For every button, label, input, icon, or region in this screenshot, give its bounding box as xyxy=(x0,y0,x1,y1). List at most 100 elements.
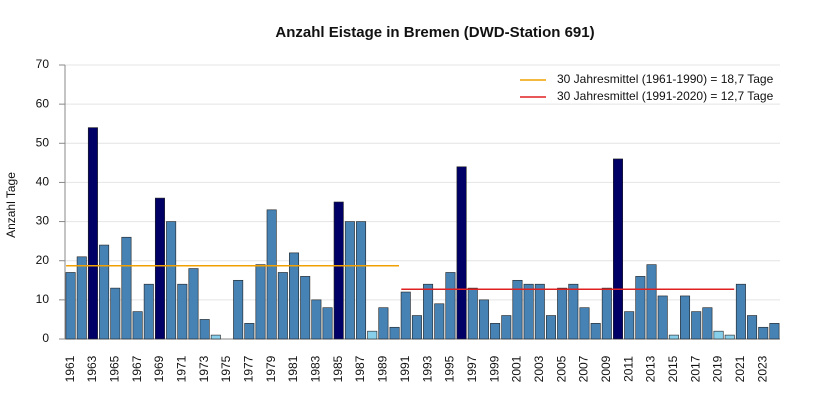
bar xyxy=(735,283,746,340)
bar xyxy=(579,307,590,340)
bar xyxy=(545,315,556,340)
bar xyxy=(713,330,724,340)
y-tick-label: 70 xyxy=(36,57,50,71)
bar xyxy=(188,268,199,340)
x-tick-label: 1963 xyxy=(85,355,99,382)
bar xyxy=(702,307,713,340)
bar xyxy=(668,334,679,340)
bar xyxy=(65,272,76,340)
legend-label: 30 Jahresmittel (1991-2020) = 12,7 Tage xyxy=(557,89,774,103)
bar xyxy=(266,209,277,340)
bar xyxy=(367,330,378,340)
chart-title: Anzahl Eistage in Bremen (DWD-Station 69… xyxy=(275,24,594,41)
bar xyxy=(333,201,344,340)
bar xyxy=(166,221,177,340)
bar xyxy=(177,283,188,340)
y-tick-label: 40 xyxy=(36,175,50,189)
bar xyxy=(300,276,311,340)
x-tick-label: 2015 xyxy=(666,355,680,382)
bar xyxy=(657,295,668,340)
x-tick-label: 1979 xyxy=(264,355,278,382)
bar xyxy=(423,283,434,340)
y-tick-label: 30 xyxy=(36,214,50,228)
bar xyxy=(534,283,545,340)
bar xyxy=(590,323,601,340)
x-tick-label: 1965 xyxy=(107,355,121,382)
x-tick-label: 1971 xyxy=(174,355,188,382)
bar xyxy=(277,272,288,340)
x-tick-label: 2005 xyxy=(554,355,568,382)
y-tick-label: 60 xyxy=(36,96,50,110)
bar xyxy=(76,256,87,340)
x-tick-label: 1969 xyxy=(152,355,166,382)
bar xyxy=(99,244,110,340)
bar xyxy=(121,236,132,340)
x-tick-label: 2013 xyxy=(644,355,658,382)
y-axis-label: Anzahl Tage xyxy=(4,172,18,238)
bar xyxy=(199,319,210,340)
bar xyxy=(143,283,154,340)
bar xyxy=(568,283,579,340)
x-tick-label: 1975 xyxy=(219,355,233,382)
x-tick-label: 1995 xyxy=(443,355,457,382)
bar xyxy=(635,276,646,340)
bar xyxy=(244,323,255,340)
x-tick-label: 1977 xyxy=(242,355,256,382)
legend-label: 30 Jahresmittel (1961-1990) = 18,7 Tage xyxy=(557,72,774,86)
x-tick-label: 1961 xyxy=(63,355,77,382)
x-tick-label: 1989 xyxy=(376,355,390,382)
bar xyxy=(411,315,422,340)
bar xyxy=(389,326,400,340)
x-tick-label: 2003 xyxy=(532,355,546,382)
bar xyxy=(557,287,568,340)
y-tick-label: 0 xyxy=(42,331,49,345)
bar xyxy=(378,307,389,340)
bar xyxy=(601,287,612,340)
x-tick-label: 2017 xyxy=(688,355,702,382)
bar xyxy=(680,295,691,340)
x-tick-label: 2023 xyxy=(755,355,769,382)
x-tick-label: 1987 xyxy=(353,355,367,382)
bar xyxy=(691,311,702,340)
x-tick-label: 1997 xyxy=(465,355,479,382)
bar xyxy=(400,291,411,340)
bar xyxy=(87,127,98,340)
x-tick-label: 1991 xyxy=(398,355,412,382)
bar xyxy=(758,326,769,340)
bar xyxy=(501,315,512,340)
x-tick-label: 2021 xyxy=(733,355,747,382)
bar xyxy=(512,279,523,340)
bar xyxy=(613,158,623,340)
x-tick-label: 2019 xyxy=(711,355,725,382)
x-tick-label: 2007 xyxy=(577,355,591,382)
y-tick-label: 20 xyxy=(36,253,50,267)
y-tick-label: 10 xyxy=(36,292,50,306)
x-tick-label: 1999 xyxy=(487,355,501,382)
x-tick-label: 1983 xyxy=(309,355,323,382)
bar xyxy=(747,315,758,340)
bar xyxy=(445,272,456,340)
bar xyxy=(490,323,501,340)
bar xyxy=(311,299,322,340)
x-tick-label: 2001 xyxy=(510,355,524,382)
x-tick-label: 2011 xyxy=(621,356,635,382)
bar xyxy=(646,264,657,340)
bar xyxy=(344,221,355,340)
x-tick-label: 1985 xyxy=(331,355,345,382)
bar xyxy=(724,334,735,340)
bar xyxy=(769,323,780,340)
bar xyxy=(210,334,221,340)
bar xyxy=(624,311,635,340)
bar xyxy=(110,287,121,340)
bar xyxy=(356,221,367,340)
bar xyxy=(255,264,266,340)
x-tick-label: 1981 xyxy=(286,355,300,382)
x-tick-label: 1967 xyxy=(130,355,144,382)
bar xyxy=(523,283,534,340)
bar xyxy=(132,311,143,340)
x-tick-label: 1993 xyxy=(420,355,434,382)
bar xyxy=(456,166,467,340)
bar xyxy=(478,299,489,340)
